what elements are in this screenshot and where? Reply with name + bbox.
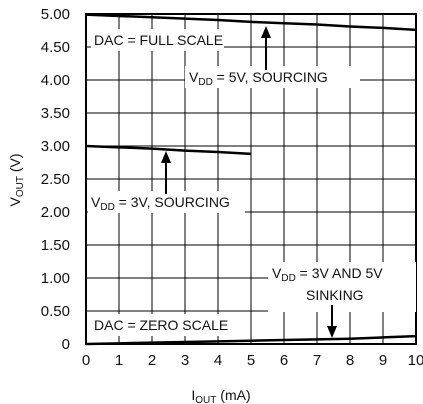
x-axis-label: IOUT (mA): [191, 387, 250, 404]
x-axis-label-unit: (mA): [216, 387, 250, 403]
series-line-1: [85, 144, 252, 156]
plot-frame: [85, 13, 417, 345]
series-line-2: [85, 334, 417, 346]
label-bg-vdd3: [88, 191, 245, 213]
x-tick-label: 8: [346, 352, 354, 369]
annotation-sinking: VDD = 3V AND 5V: [272, 265, 383, 284]
y-tick-label: 2.50: [41, 171, 70, 188]
y-axis-label-v: V: [7, 197, 23, 207]
x-tick-label: 1: [115, 352, 123, 369]
annotation-vdd3-rest: = 3V, SOURCING: [115, 194, 230, 210]
y-tick-label: 4.00: [41, 72, 70, 89]
annotation-vdd5-dd: DD: [198, 77, 212, 88]
annotation-vdd5-sourcing: VDD = 5V, SOURCING: [189, 69, 328, 88]
y-axis-label: VOUT (V): [7, 153, 26, 206]
annotation-dac-zero: DAC = ZERO SCALE: [94, 317, 228, 333]
x-tick-label: 3: [181, 352, 189, 369]
label-bg-vdd5: [185, 66, 360, 88]
annotation-vdd3-v: V: [91, 194, 101, 210]
label-bg-dac-zero: [91, 314, 233, 336]
arrow-vdd3: [161, 151, 171, 194]
x-tick-label: 5: [247, 352, 255, 369]
arrow-vdd5: [261, 26, 271, 70]
x-tick-label: 6: [280, 352, 288, 369]
arrow-sinking: [327, 305, 337, 338]
y-tick-label: 1.50: [41, 237, 70, 254]
annotation-dac-full: DAC = FULL SCALE: [94, 32, 223, 48]
annotation-vdd5-rest: = 5V, SOURCING: [213, 69, 328, 85]
series-line-0: [85, 13, 417, 32]
annotation-sink-dd: DD: [281, 273, 295, 284]
label-bg-sink: [268, 262, 416, 312]
x-tick-label: 9: [379, 352, 387, 369]
x-tick-label: 2: [148, 352, 156, 369]
x-tick-label: 4: [214, 352, 222, 369]
x-axis-label-sub: OUT: [195, 395, 216, 404]
y-tick-label: 5.00: [41, 6, 70, 23]
y-tick-label: 0.50: [41, 303, 70, 320]
y-tick-label: 0: [62, 336, 70, 353]
y-tick-label: 2.00: [41, 204, 70, 221]
series-group: [85, 13, 417, 346]
y-tick-label: 3.50: [41, 105, 70, 122]
annotation-sink-rest: = 3V AND 5V: [296, 265, 383, 281]
label-bg-dac-full: [91, 29, 224, 51]
annotation-sinking-line2: SINKING: [306, 287, 364, 303]
annotation-sink-v: V: [272, 265, 282, 281]
y-axis-label-unit: (V): [7, 153, 23, 176]
x-axis-label-i: I: [191, 387, 195, 403]
x-tick-label: 7: [313, 352, 321, 369]
annotation-vdd3-dd: DD: [100, 202, 114, 213]
annotation-vdd5-v: V: [189, 69, 199, 85]
annotation-vdd3-sourcing: VDD = 3V, SOURCING: [91, 194, 230, 213]
y-tick-label: 1.00: [41, 270, 70, 287]
x-tick-label: 0: [82, 352, 90, 369]
y-tick-label: 3.00: [41, 138, 70, 155]
y-tick-label: 4.50: [41, 39, 70, 56]
tick-labels: 0 1 2 3 4 5 6 7 8 9 10 0 0.50 1.00 1.50 2.00 2.50 3.00 3.5…: [41, 6, 423, 369]
y-axis-label-sub: OUT: [15, 176, 26, 197]
x-tick-label: 10: [408, 352, 423, 369]
